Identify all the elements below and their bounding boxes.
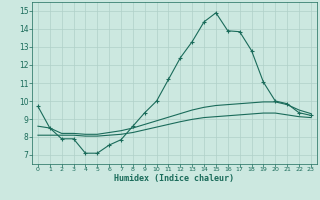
X-axis label: Humidex (Indice chaleur): Humidex (Indice chaleur) (115, 174, 234, 183)
